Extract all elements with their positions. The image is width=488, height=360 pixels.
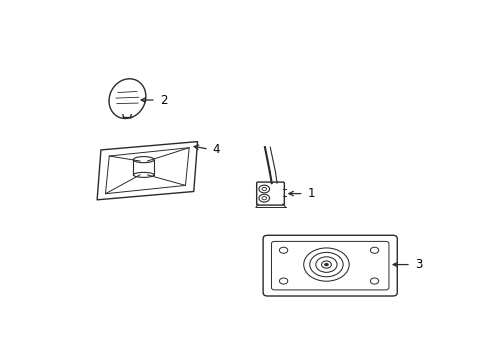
Text: 4: 4 [212, 143, 220, 156]
Circle shape [324, 263, 327, 266]
Text: 2: 2 [159, 94, 167, 107]
Text: 3: 3 [414, 258, 421, 271]
Text: 1: 1 [307, 187, 314, 200]
